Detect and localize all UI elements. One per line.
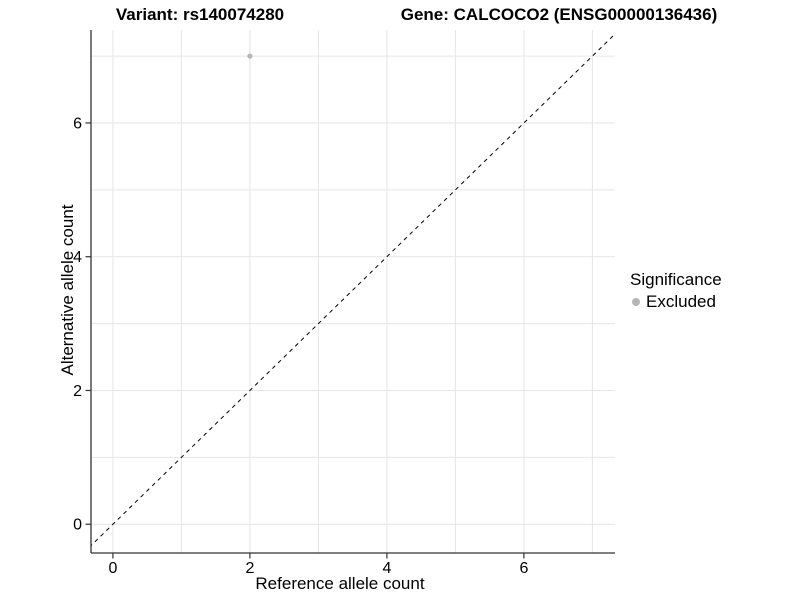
legend: Significance Excluded xyxy=(628,270,722,312)
data-point xyxy=(247,53,253,59)
y-tick-label: 0 xyxy=(73,517,82,534)
legend-item-excluded: Excluded xyxy=(628,292,722,312)
x-tick-label: 6 xyxy=(519,560,528,577)
variant-title: Variant: rs140074280 xyxy=(115,5,285,24)
x-axis-title: Reference allele count xyxy=(255,574,425,593)
legend-title: Significance xyxy=(630,270,722,289)
identity-reference-line xyxy=(91,33,615,547)
y-tick-label: 6 xyxy=(73,115,82,132)
x-tick-label: 0 xyxy=(108,560,117,577)
gene-title: Gene: CALCOCO2 (ENSG00000136436) xyxy=(400,5,718,24)
y-tick-label: 2 xyxy=(73,383,82,400)
excluded-point-icon xyxy=(632,298,640,306)
legend-item-label: Excluded xyxy=(646,292,716,311)
y-tick-label: 4 xyxy=(73,249,82,266)
x-tick-label: 2 xyxy=(245,560,254,577)
x-tick-label: 4 xyxy=(382,560,391,577)
